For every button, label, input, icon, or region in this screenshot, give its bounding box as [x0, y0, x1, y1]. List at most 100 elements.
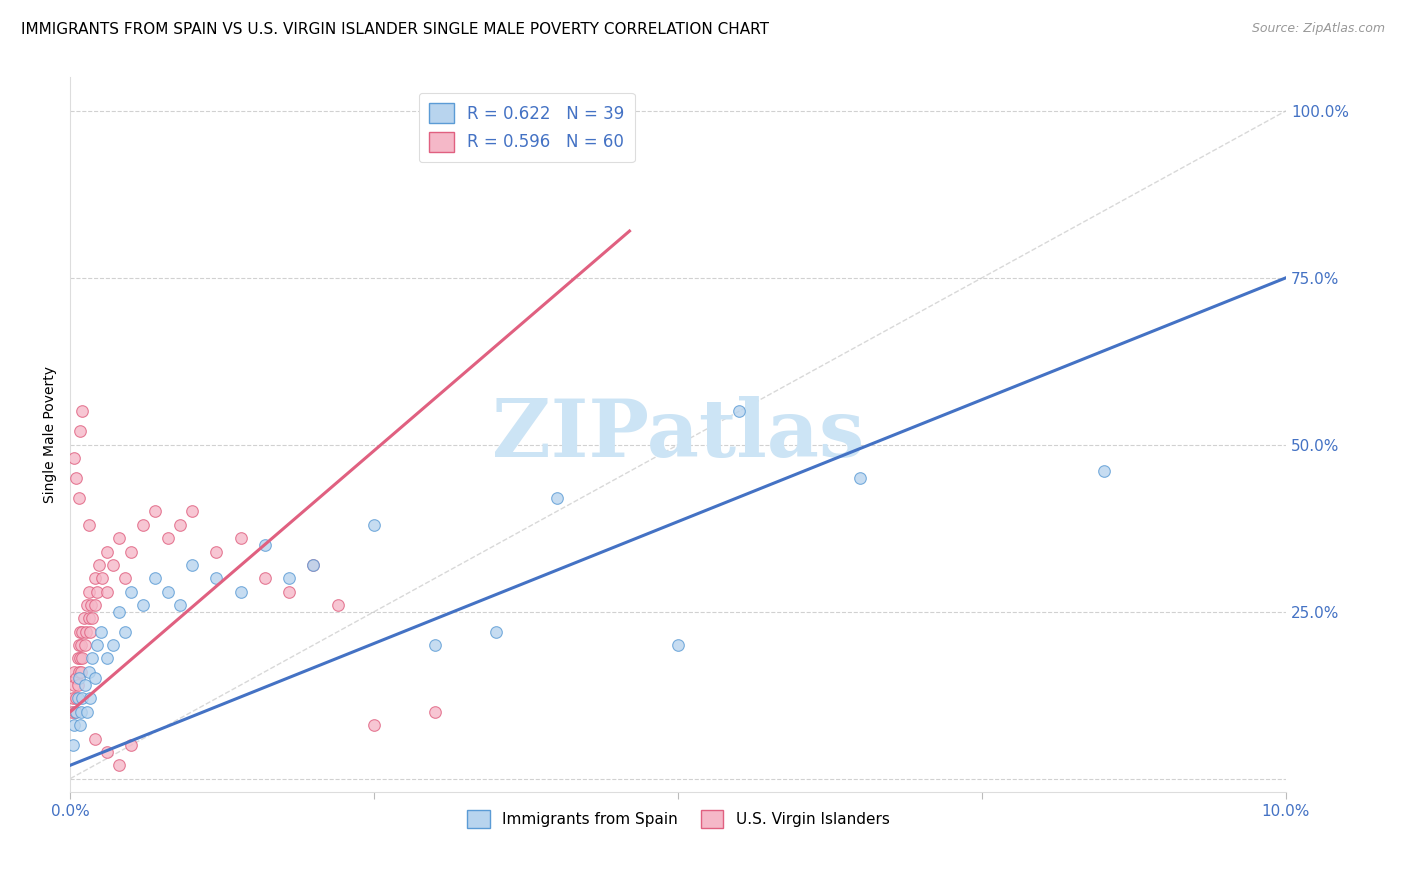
Point: [62, 691, 84, 706]
Point: [66, 678, 89, 692]
Point: [849, 471, 872, 485]
Point: [96, 745, 118, 759]
Point: [302, 558, 325, 572]
Point: [69, 425, 91, 439]
Point: [169, 517, 191, 532]
Point: [63, 705, 86, 719]
Text: Source: ZipAtlas.com: Source: ZipAtlas.com: [1251, 22, 1385, 36]
Point: [82, 651, 104, 665]
Point: [86, 638, 108, 652]
Point: [62, 738, 84, 752]
Point: [65, 471, 87, 485]
Point: [326, 598, 349, 612]
Point: [108, 531, 131, 545]
Point: [69, 624, 91, 639]
Point: [96, 584, 118, 599]
Point: [77, 665, 100, 679]
Point: [145, 571, 167, 585]
Point: [180, 558, 202, 572]
Point: [77, 584, 100, 599]
Point: [156, 584, 179, 599]
Point: [70, 705, 93, 719]
Point: [60, 705, 83, 719]
Point: [278, 584, 301, 599]
Point: [72, 691, 94, 706]
Point: [73, 611, 96, 625]
Point: [108, 605, 131, 619]
Point: [132, 598, 155, 612]
Point: [63, 718, 86, 732]
Point: [66, 651, 89, 665]
Point: [101, 558, 124, 572]
Point: [65, 672, 87, 686]
Point: [89, 558, 111, 572]
Text: IMMIGRANTS FROM SPAIN VS U.S. VIRGIN ISLANDER SINGLE MALE POVERTY CORRELATION CH: IMMIGRANTS FROM SPAIN VS U.S. VIRGIN ISL…: [21, 22, 769, 37]
Point: [229, 531, 252, 545]
Legend: Immigrants from Spain, U.S. Virgin Islanders: Immigrants from Spain, U.S. Virgin Islan…: [461, 804, 896, 834]
Point: [96, 651, 118, 665]
Point: [1092, 465, 1115, 479]
Point: [156, 531, 179, 545]
Point: [66, 691, 89, 706]
Point: [63, 665, 86, 679]
Point: [70, 638, 93, 652]
Point: [728, 404, 751, 418]
Point: [90, 571, 112, 585]
Point: [423, 638, 446, 652]
Point: [70, 665, 93, 679]
Point: [79, 624, 101, 639]
Point: [108, 758, 131, 772]
Point: [63, 678, 86, 692]
Point: [67, 491, 90, 505]
Point: [132, 517, 155, 532]
Point: [101, 638, 124, 652]
Point: [253, 538, 276, 552]
Point: [67, 665, 90, 679]
Point: [423, 705, 446, 719]
Point: [120, 738, 142, 752]
Point: [253, 571, 276, 585]
Point: [65, 691, 87, 706]
Point: [77, 611, 100, 625]
Point: [63, 451, 86, 466]
Point: [205, 571, 228, 585]
Point: [65, 705, 87, 719]
Point: [90, 624, 112, 639]
Point: [69, 651, 91, 665]
Point: [145, 504, 167, 518]
Point: [114, 624, 136, 639]
Text: ZIPatlas: ZIPatlas: [492, 396, 865, 474]
Point: [72, 651, 94, 665]
Point: [73, 678, 96, 692]
Point: [82, 611, 104, 625]
Point: [83, 571, 105, 585]
Point: [96, 544, 118, 558]
Point: [114, 571, 136, 585]
Point: [205, 544, 228, 558]
Point: [67, 638, 90, 652]
Point: [83, 598, 105, 612]
Point: [120, 544, 142, 558]
Point: [69, 718, 91, 732]
Point: [73, 638, 96, 652]
Point: [363, 517, 385, 532]
Point: [80, 598, 103, 612]
Point: [83, 731, 105, 746]
Point: [79, 691, 101, 706]
Point: [302, 558, 325, 572]
Point: [169, 598, 191, 612]
Point: [83, 672, 105, 686]
Point: [76, 598, 98, 612]
Point: [75, 624, 97, 639]
Point: [546, 491, 568, 505]
Point: [229, 584, 252, 599]
Point: [180, 504, 202, 518]
Point: [72, 404, 94, 418]
Point: [67, 672, 90, 686]
Point: [485, 624, 508, 639]
Point: [76, 705, 98, 719]
Point: [120, 584, 142, 599]
Point: [278, 571, 301, 585]
Point: [86, 584, 108, 599]
Point: [72, 624, 94, 639]
